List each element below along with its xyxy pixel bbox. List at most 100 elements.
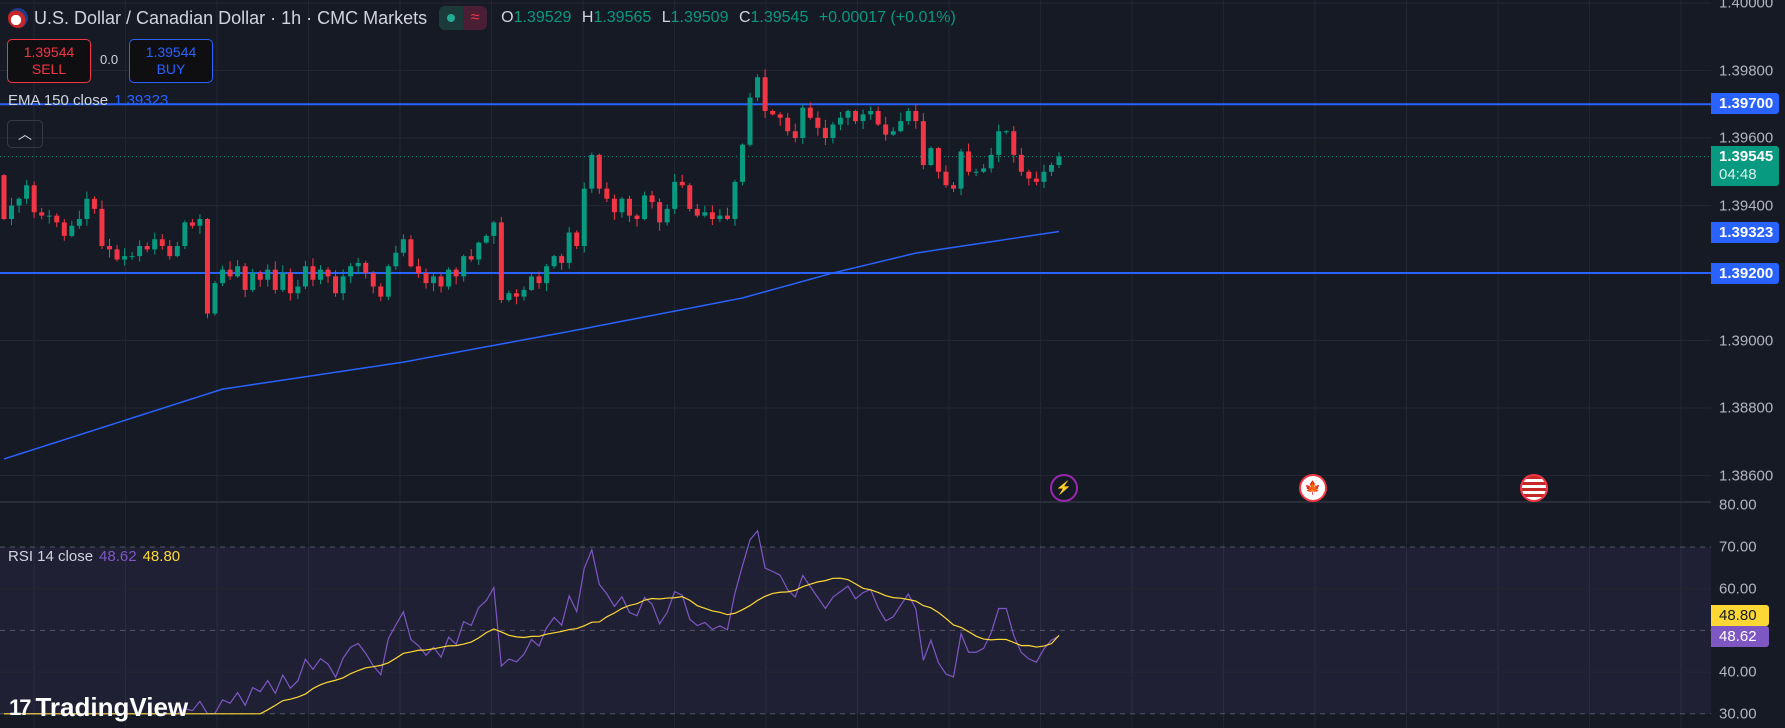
candle-bullish — [491, 222, 497, 236]
candle-bullish — [581, 188, 587, 246]
candle-bullish — [393, 252, 399, 267]
us-flag-event-icon[interactable] — [1520, 474, 1548, 502]
ema-legend-label: EMA 150 close — [8, 92, 109, 109]
ema-price-badge: 1.39323 — [1711, 222, 1779, 243]
candle-bearish — [792, 131, 798, 138]
candle-bearish — [333, 276, 339, 294]
candle-bullish — [958, 151, 964, 189]
candle-bearish — [370, 273, 376, 287]
candle-bearish — [694, 208, 700, 216]
rsi-axis-label: 80.00 — [1719, 496, 1757, 514]
candle-bearish — [966, 151, 972, 172]
candle-bullish — [702, 212, 708, 216]
rsi-legend-value: 48.62 — [99, 548, 137, 565]
candle-bullish — [890, 131, 896, 135]
rsi-badge: 48.62 — [1711, 626, 1769, 647]
candle-bullish — [280, 273, 286, 290]
rsi-axis-label: 30.00 — [1719, 705, 1757, 723]
price-axis-label: 1.39600 — [1719, 129, 1774, 147]
lightning-event-icon[interactable]: ⚡ — [1050, 474, 1078, 502]
candle-bearish — [1011, 131, 1017, 155]
candle-bearish — [626, 198, 632, 216]
candle-bullish — [755, 77, 761, 98]
delayed-data-icon: ≈ — [463, 6, 488, 30]
candle-bullish — [747, 97, 753, 145]
sell-price: 1.39544 — [23, 44, 75, 60]
open-label: O — [501, 9, 514, 26]
candle-bullish — [483, 235, 489, 243]
candle-bullish — [988, 154, 994, 169]
candle-bullish — [642, 195, 648, 219]
candle-bullish — [318, 269, 323, 280]
candle-bullish — [845, 111, 851, 118]
candle-bullish — [235, 266, 241, 277]
symbol-title[interactable]: U.S. Dollar / Canadian Dollar · 1h · CMC… — [34, 7, 428, 28]
price-chart[interactable] — [0, 0, 1711, 502]
candle-bullish — [302, 266, 308, 287]
candle-bullish — [461, 256, 467, 277]
candle-bearish — [724, 215, 730, 219]
candle-bearish — [687, 185, 693, 209]
canada-flag-event-icon[interactable]: 🍁 — [1299, 474, 1327, 502]
candle-bullish — [340, 276, 346, 294]
candle-bullish — [385, 266, 391, 297]
candle-bullish — [476, 242, 482, 260]
candle-bullish — [295, 286, 301, 294]
lower-line-price-badge: 1.39200 — [1711, 263, 1779, 284]
price-axis-label: 1.40000 — [1719, 0, 1774, 12]
candle-bearish — [227, 269, 233, 277]
candle-bullish — [529, 276, 534, 290]
candle-bearish — [513, 293, 519, 297]
candle-bullish — [174, 246, 180, 257]
candle-bearish — [363, 262, 369, 273]
candle-bearish — [189, 222, 195, 226]
price-axis-label: 1.39000 — [1719, 332, 1774, 349]
candle-bullish — [664, 208, 670, 223]
candle-bearish — [325, 269, 331, 277]
candle-bearish — [1, 175, 7, 219]
candle-bullish — [24, 185, 30, 199]
rsi-axis-label: 70.00 — [1719, 538, 1757, 556]
tradingview-logo[interactable]: 17 TradingView — [9, 692, 188, 723]
tradingview-logo-icon: 17 — [9, 694, 32, 720]
candle-bullish — [400, 239, 406, 253]
rsi-legend[interactable]: RSI 14 close 48.62 48.80 — [8, 548, 180, 565]
candle-bullish — [521, 289, 527, 297]
candle-bullish — [860, 114, 866, 122]
price-axis-label: 1.38600 — [1719, 467, 1774, 484]
candle-bearish — [415, 266, 421, 273]
candle-bearish — [272, 269, 278, 290]
candle-bearish — [99, 208, 105, 246]
candle-bullish — [16, 198, 22, 206]
candle-bearish — [408, 239, 414, 267]
candle-bullish — [566, 232, 572, 263]
buy-button[interactable]: 1.39544 BUY — [129, 39, 213, 83]
candle-bearish — [574, 232, 580, 246]
market-status[interactable]: ≈ — [439, 6, 488, 30]
sell-button[interactable]: 1.39544 SELL — [7, 39, 91, 83]
candle-bullish — [129, 256, 135, 258]
chart-header: U.S. Dollar / Canadian Dollar · 1h · CMC… — [8, 6, 962, 30]
candle-bearish — [1018, 154, 1024, 172]
candle-bearish — [61, 222, 67, 236]
candle-bearish — [649, 195, 655, 203]
candle-bearish — [378, 286, 384, 297]
candle-bullish — [837, 117, 843, 125]
candle-bearish — [920, 121, 926, 165]
candle-bearish — [144, 246, 150, 250]
current-price-badge: 1.39545 04:48 — [1711, 146, 1779, 186]
candle-bearish — [39, 212, 45, 216]
candle-bullish — [46, 215, 52, 217]
candle-bullish — [898, 121, 904, 132]
candle-bullish — [212, 283, 218, 314]
rsi-band — [0, 547, 1711, 714]
collapse-legend-button[interactable]: ︿ — [7, 120, 43, 148]
candle-bearish — [310, 266, 316, 280]
candle-bullish — [996, 131, 1002, 155]
rsi-legend-label: RSI 14 close — [8, 548, 94, 565]
candle-bearish — [287, 273, 293, 294]
open-value: 1.39529 — [513, 9, 572, 26]
ema-legend-value: 1.39323 — [114, 92, 169, 109]
candle-bearish — [91, 198, 97, 209]
ema-legend[interactable]: EMA 150 close 1.39323 — [8, 92, 168, 109]
